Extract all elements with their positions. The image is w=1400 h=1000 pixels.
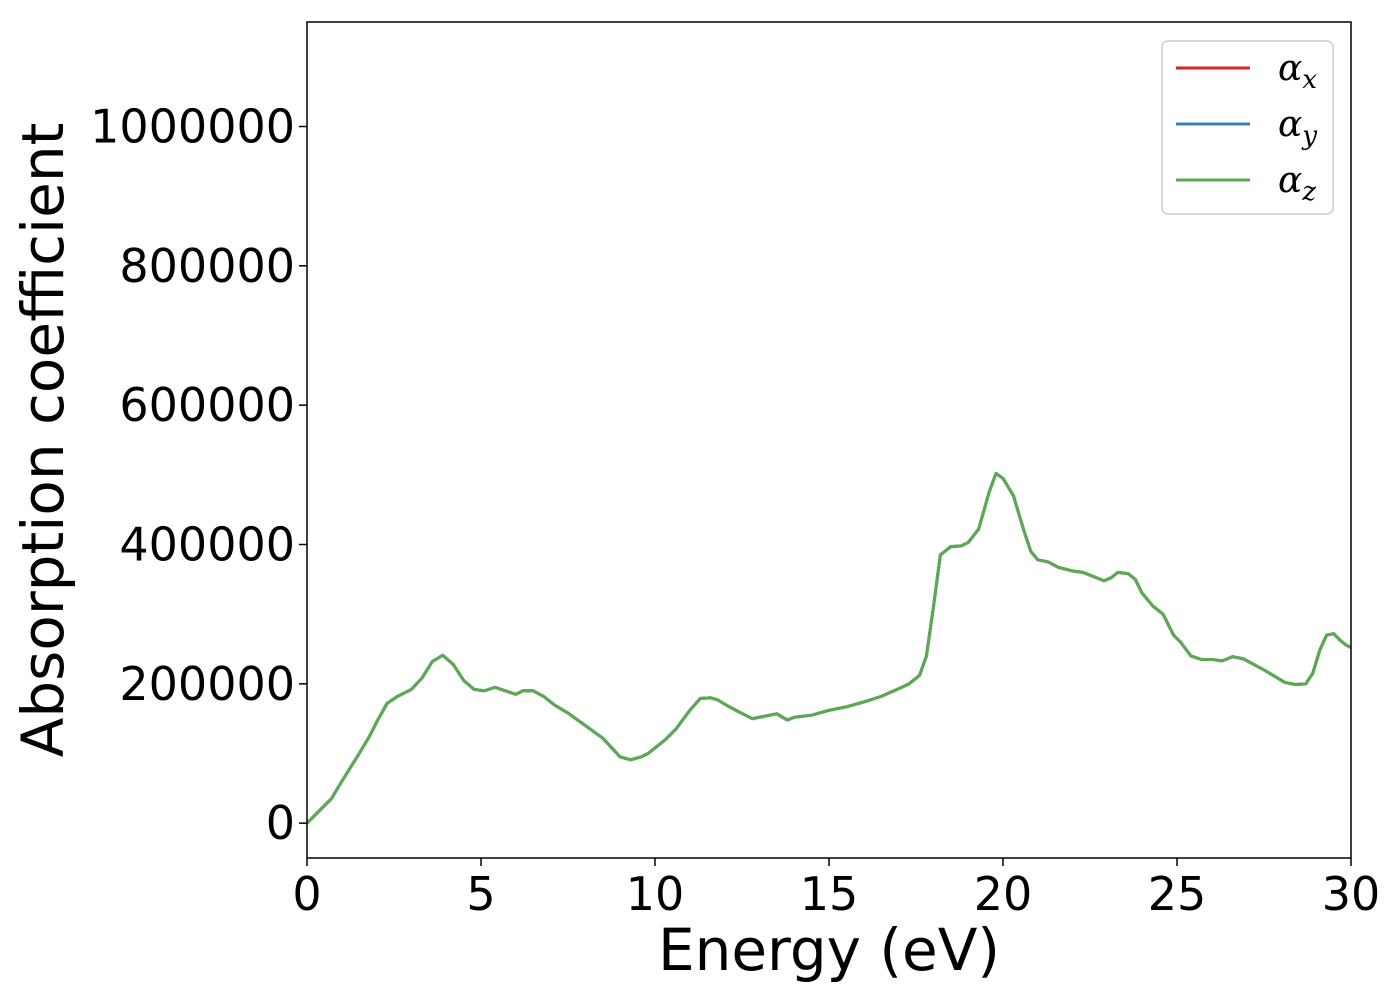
y-axis: 0 200000 400000 600000 800000 1000000	[90, 100, 307, 850]
x-axis-title: Energy (eV)	[658, 916, 1000, 984]
series-line-y	[305, 471, 1352, 825]
x-tick-label: 30	[1322, 867, 1381, 921]
y-tick-label: 600000	[119, 378, 295, 432]
x-axis: 0 5 10 15 20 25 30	[292, 858, 1380, 921]
y-tick-label: 200000	[119, 657, 295, 711]
x-tick-label: 10	[626, 867, 685, 921]
legend-label: αx	[1278, 48, 1317, 95]
x-tick-label: 20	[974, 867, 1033, 921]
series-line-z	[305, 471, 1352, 825]
legend-label: αy	[1278, 104, 1317, 151]
legend-label: αz	[1278, 160, 1316, 207]
y-axis-title: Absorption coefficient	[9, 123, 77, 758]
y-tick-label: 1000000	[90, 100, 295, 154]
y-tick-label: 400000	[119, 518, 295, 572]
y-tick-label: 0	[266, 796, 295, 850]
series-line-x	[305, 471, 1352, 825]
x-tick-label: 15	[800, 867, 859, 921]
x-tick-label: 25	[1148, 867, 1207, 921]
legend-box	[1161, 40, 1334, 215]
series-layer	[305, 471, 1352, 825]
y-tick-label: 800000	[119, 239, 295, 293]
x-tick-label: 0	[292, 867, 321, 921]
legend: αx αy αz	[1161, 40, 1334, 215]
x-tick-label: 5	[466, 867, 495, 921]
